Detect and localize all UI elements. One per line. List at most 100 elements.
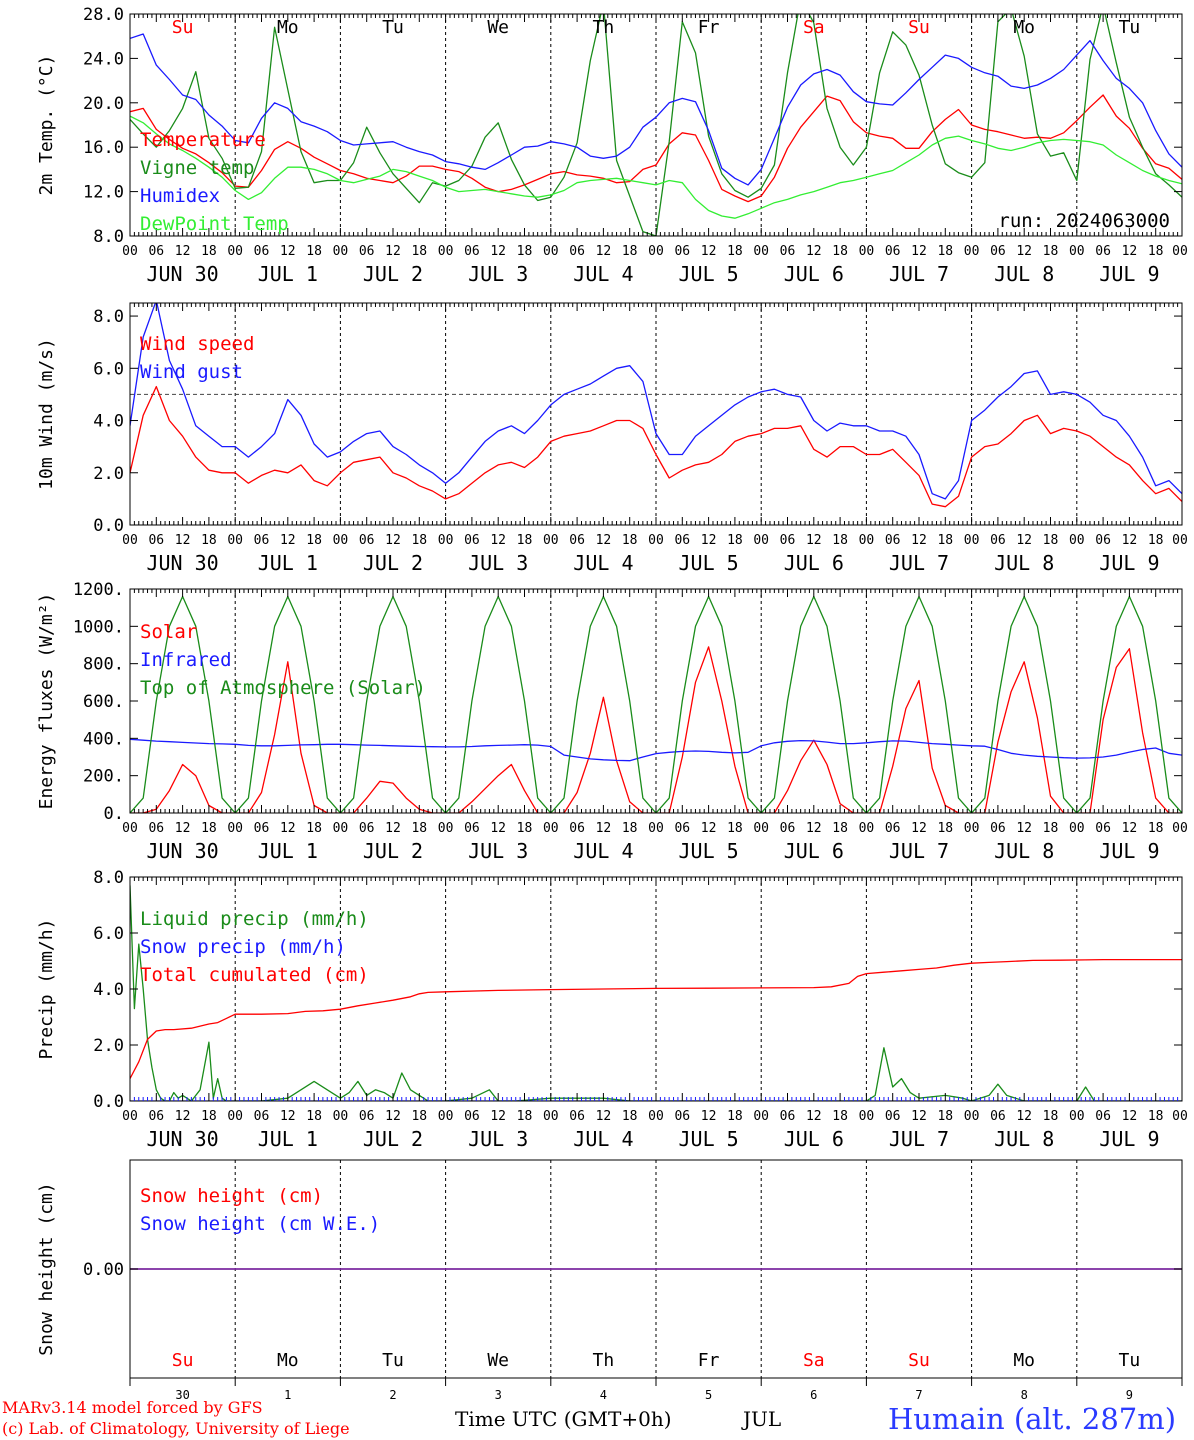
date-label: JUL 8: [994, 1127, 1054, 1151]
hour-label: 00: [333, 244, 349, 259]
hour-label: 12: [490, 1109, 506, 1124]
hour-label: 18: [832, 821, 848, 836]
series-group: [130, 303, 1182, 508]
hour-label: 00: [964, 244, 980, 259]
legend-entry: Temperature: [140, 129, 266, 151]
y-tick-label: 0.00: [83, 1260, 124, 1280]
lab-credit: (c) Lab. of Climatology, University of L…: [2, 1419, 350, 1438]
hour-label: 12: [911, 533, 927, 548]
hour-label: 06: [569, 244, 585, 259]
hour-label: 18: [1148, 533, 1164, 548]
hour-label: 12: [490, 533, 506, 548]
hour-label: 12: [280, 244, 296, 259]
hour-label: 06: [990, 1109, 1006, 1124]
day-number: 2: [389, 1388, 396, 1402]
day-label: Tu: [382, 1350, 404, 1371]
hour-label: 12: [280, 533, 296, 548]
hour-label: 00: [333, 533, 349, 548]
series-line: [130, 385, 1182, 508]
hour-label: 00: [333, 821, 349, 836]
date-label: JUL 5: [678, 1127, 738, 1151]
hour-label: 12: [1122, 533, 1138, 548]
hour-label: 06: [990, 244, 1006, 259]
hour-label: 12: [596, 821, 612, 836]
legend-entry: Snow height (cm): [140, 1185, 323, 1207]
date-label: JUL 8: [994, 262, 1054, 286]
hour-label: 00: [543, 1109, 559, 1124]
date-label: JUN 30: [146, 551, 218, 575]
y-tick-label: 0.0: [93, 516, 124, 536]
legend-entry: DewPoint Temp: [140, 213, 289, 235]
hour-label: 18: [622, 821, 638, 836]
hour-label: 00: [227, 1109, 243, 1124]
hour-label: 00: [438, 1109, 454, 1124]
hour-label: 12: [490, 244, 506, 259]
series-line: [130, 738, 1182, 762]
hour-label: 00: [227, 244, 243, 259]
hour-label: 18: [937, 1109, 953, 1124]
y-axis-label: 10m Wind (m/s): [36, 338, 57, 490]
y-tick-label: 1200.: [73, 580, 124, 600]
hour-label: 06: [359, 821, 375, 836]
date-label: JUL 6: [784, 551, 844, 575]
hour-label: 12: [490, 821, 506, 836]
date-label: JUL 3: [468, 262, 528, 286]
day-number: 6: [810, 1388, 817, 1402]
y-axis-label: 2m Temp. (°C): [36, 55, 57, 196]
date-label: JUL 4: [573, 839, 633, 863]
panel-1: [129, 13, 1183, 237]
day-number: 4: [600, 1388, 607, 1402]
hour-label: 18: [201, 244, 217, 259]
hour-label: 12: [385, 533, 401, 548]
hour-label: 00: [1172, 244, 1188, 259]
date-label: JUL 5: [678, 839, 738, 863]
y-tick-label: 0.: [104, 804, 124, 824]
y-tick-label: 600.: [83, 692, 124, 712]
day-number: 7: [915, 1388, 922, 1402]
hour-label: 00: [438, 533, 454, 548]
day-label: Mo: [1013, 1350, 1035, 1371]
date-label: JUL 9: [1099, 839, 1159, 863]
hour-label: 12: [175, 821, 191, 836]
hour-label: 18: [306, 821, 322, 836]
hour-label: 06: [569, 1109, 585, 1124]
legend-entry: Solar: [140, 621, 197, 643]
hour-label: 00: [648, 821, 664, 836]
hour-label: 06: [464, 821, 480, 836]
day-label: Su: [172, 17, 194, 38]
day-label: Fr: [698, 1350, 720, 1371]
series-line: [130, 595, 1182, 813]
hour-label: 18: [517, 533, 533, 548]
date-label: JUL 2: [363, 839, 423, 863]
day-label: Tu: [1119, 1350, 1141, 1371]
hour-label: 18: [832, 244, 848, 259]
hour-label: 00: [859, 533, 875, 548]
date-label: JUL 7: [889, 1127, 949, 1151]
legend-entry: Snow precip (mm/h): [140, 936, 346, 958]
hour-label: 06: [254, 821, 270, 836]
hour-label: 12: [175, 1109, 191, 1124]
hour-label: 00: [1069, 244, 1085, 259]
y-tick-label: 6.0: [93, 359, 124, 379]
hour-label: 06: [464, 533, 480, 548]
hour-label: 12: [1016, 1109, 1032, 1124]
hour-label: 00: [438, 821, 454, 836]
hour-label: 06: [569, 533, 585, 548]
hour-label: 18: [727, 533, 743, 548]
hour-label: 00: [1172, 821, 1188, 836]
y-tick-label: 800.: [83, 655, 124, 675]
date-label: JUL 9: [1099, 262, 1159, 286]
panel-frame: [129, 588, 1183, 814]
hour-label: 18: [622, 1109, 638, 1124]
hour-label: 06: [674, 533, 690, 548]
y-tick-label: 16.0: [83, 138, 124, 158]
hour-label: 06: [148, 533, 164, 548]
hour-label: 12: [1016, 821, 1032, 836]
day-number: 1: [284, 1388, 291, 1402]
day-label: Th: [593, 17, 615, 38]
hour-label: 12: [175, 244, 191, 259]
hour-label: 00: [1172, 533, 1188, 548]
date-label: JUL 6: [784, 839, 844, 863]
hour-label: 12: [175, 533, 191, 548]
